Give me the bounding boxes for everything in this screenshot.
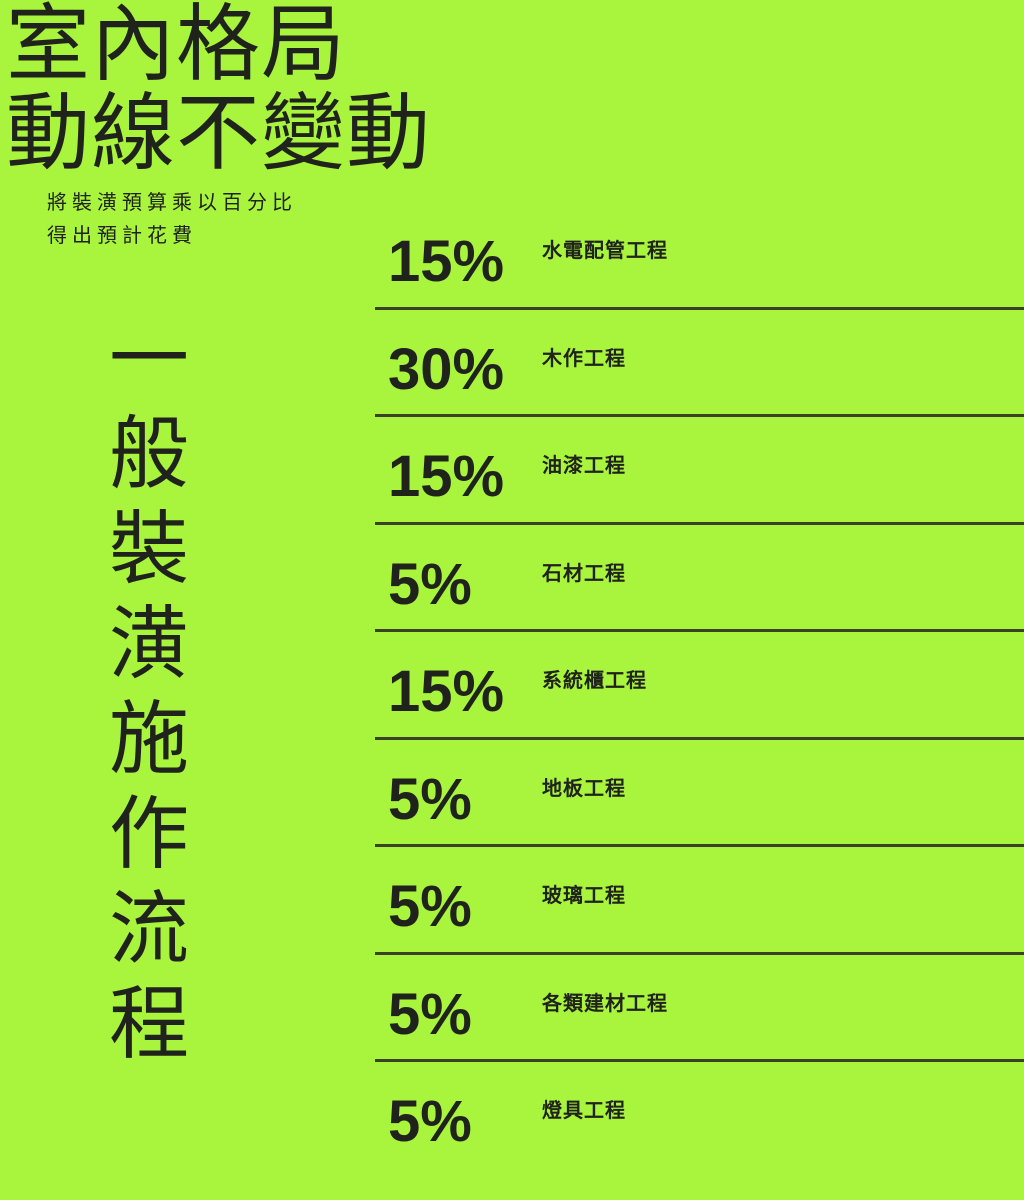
percent-value: 15% <box>388 229 505 294</box>
breakdown-row: 5% 各類建材工程 <box>375 955 1024 1062</box>
percent-value: 5% <box>388 874 472 939</box>
category-label: 地板工程 <box>542 777 626 800</box>
percent-value: 5% <box>388 766 472 832</box>
title-line-1: 室內格局 <box>6 0 347 91</box>
breakdown-row: 5% 地板工程 <box>375 740 1024 847</box>
vertical-section-title: 一般裝潢施作流程 <box>98 316 187 1076</box>
breakdown-row: 5% 石材工程 <box>375 525 1024 632</box>
breakdown-row: 5% 燈具工程 <box>375 1062 1024 1170</box>
subtitle-line-2: 得出預計花費 <box>47 225 197 247</box>
percent-value: 15% <box>388 444 505 509</box>
percent-value: 5% <box>388 981 472 1047</box>
title-line-2: 動線不變動 <box>6 86 432 180</box>
breakdown-row: 30% 木作工程 <box>375 310 1024 417</box>
percent-value: 5% <box>388 1089 472 1154</box>
breakdown-row: 15% 水電配管工程 <box>375 202 1024 310</box>
percentage-breakdown-list: 15% 水電配管工程 30% 木作工程 15% 油漆工程 5% 石材工程 15%… <box>375 202 1024 1170</box>
subtitle: 將裝潢預算乘以百分比 得出預計花費 <box>47 187 297 253</box>
subtitle-line-1: 將裝潢預算乘以百分比 <box>47 192 297 214</box>
page-title: 室內格局 動線不變動 <box>6 0 431 178</box>
breakdown-row: 15% 油漆工程 <box>375 417 1024 525</box>
category-label: 系統櫃工程 <box>542 670 647 692</box>
category-label: 石材工程 <box>542 562 626 585</box>
category-label: 油漆工程 <box>542 455 626 477</box>
category-label: 各類建材工程 <box>542 992 668 1015</box>
category-label: 玻璃工程 <box>542 885 626 907</box>
category-label: 木作工程 <box>542 347 626 370</box>
percent-value: 30% <box>388 336 505 402</box>
category-label: 水電配管工程 <box>542 240 668 262</box>
percent-value: 15% <box>388 659 505 724</box>
breakdown-row: 15% 系統櫃工程 <box>375 632 1024 740</box>
category-label: 燈具工程 <box>542 1100 626 1122</box>
percent-value: 5% <box>388 551 472 617</box>
breakdown-row: 5% 玻璃工程 <box>375 847 1024 955</box>
